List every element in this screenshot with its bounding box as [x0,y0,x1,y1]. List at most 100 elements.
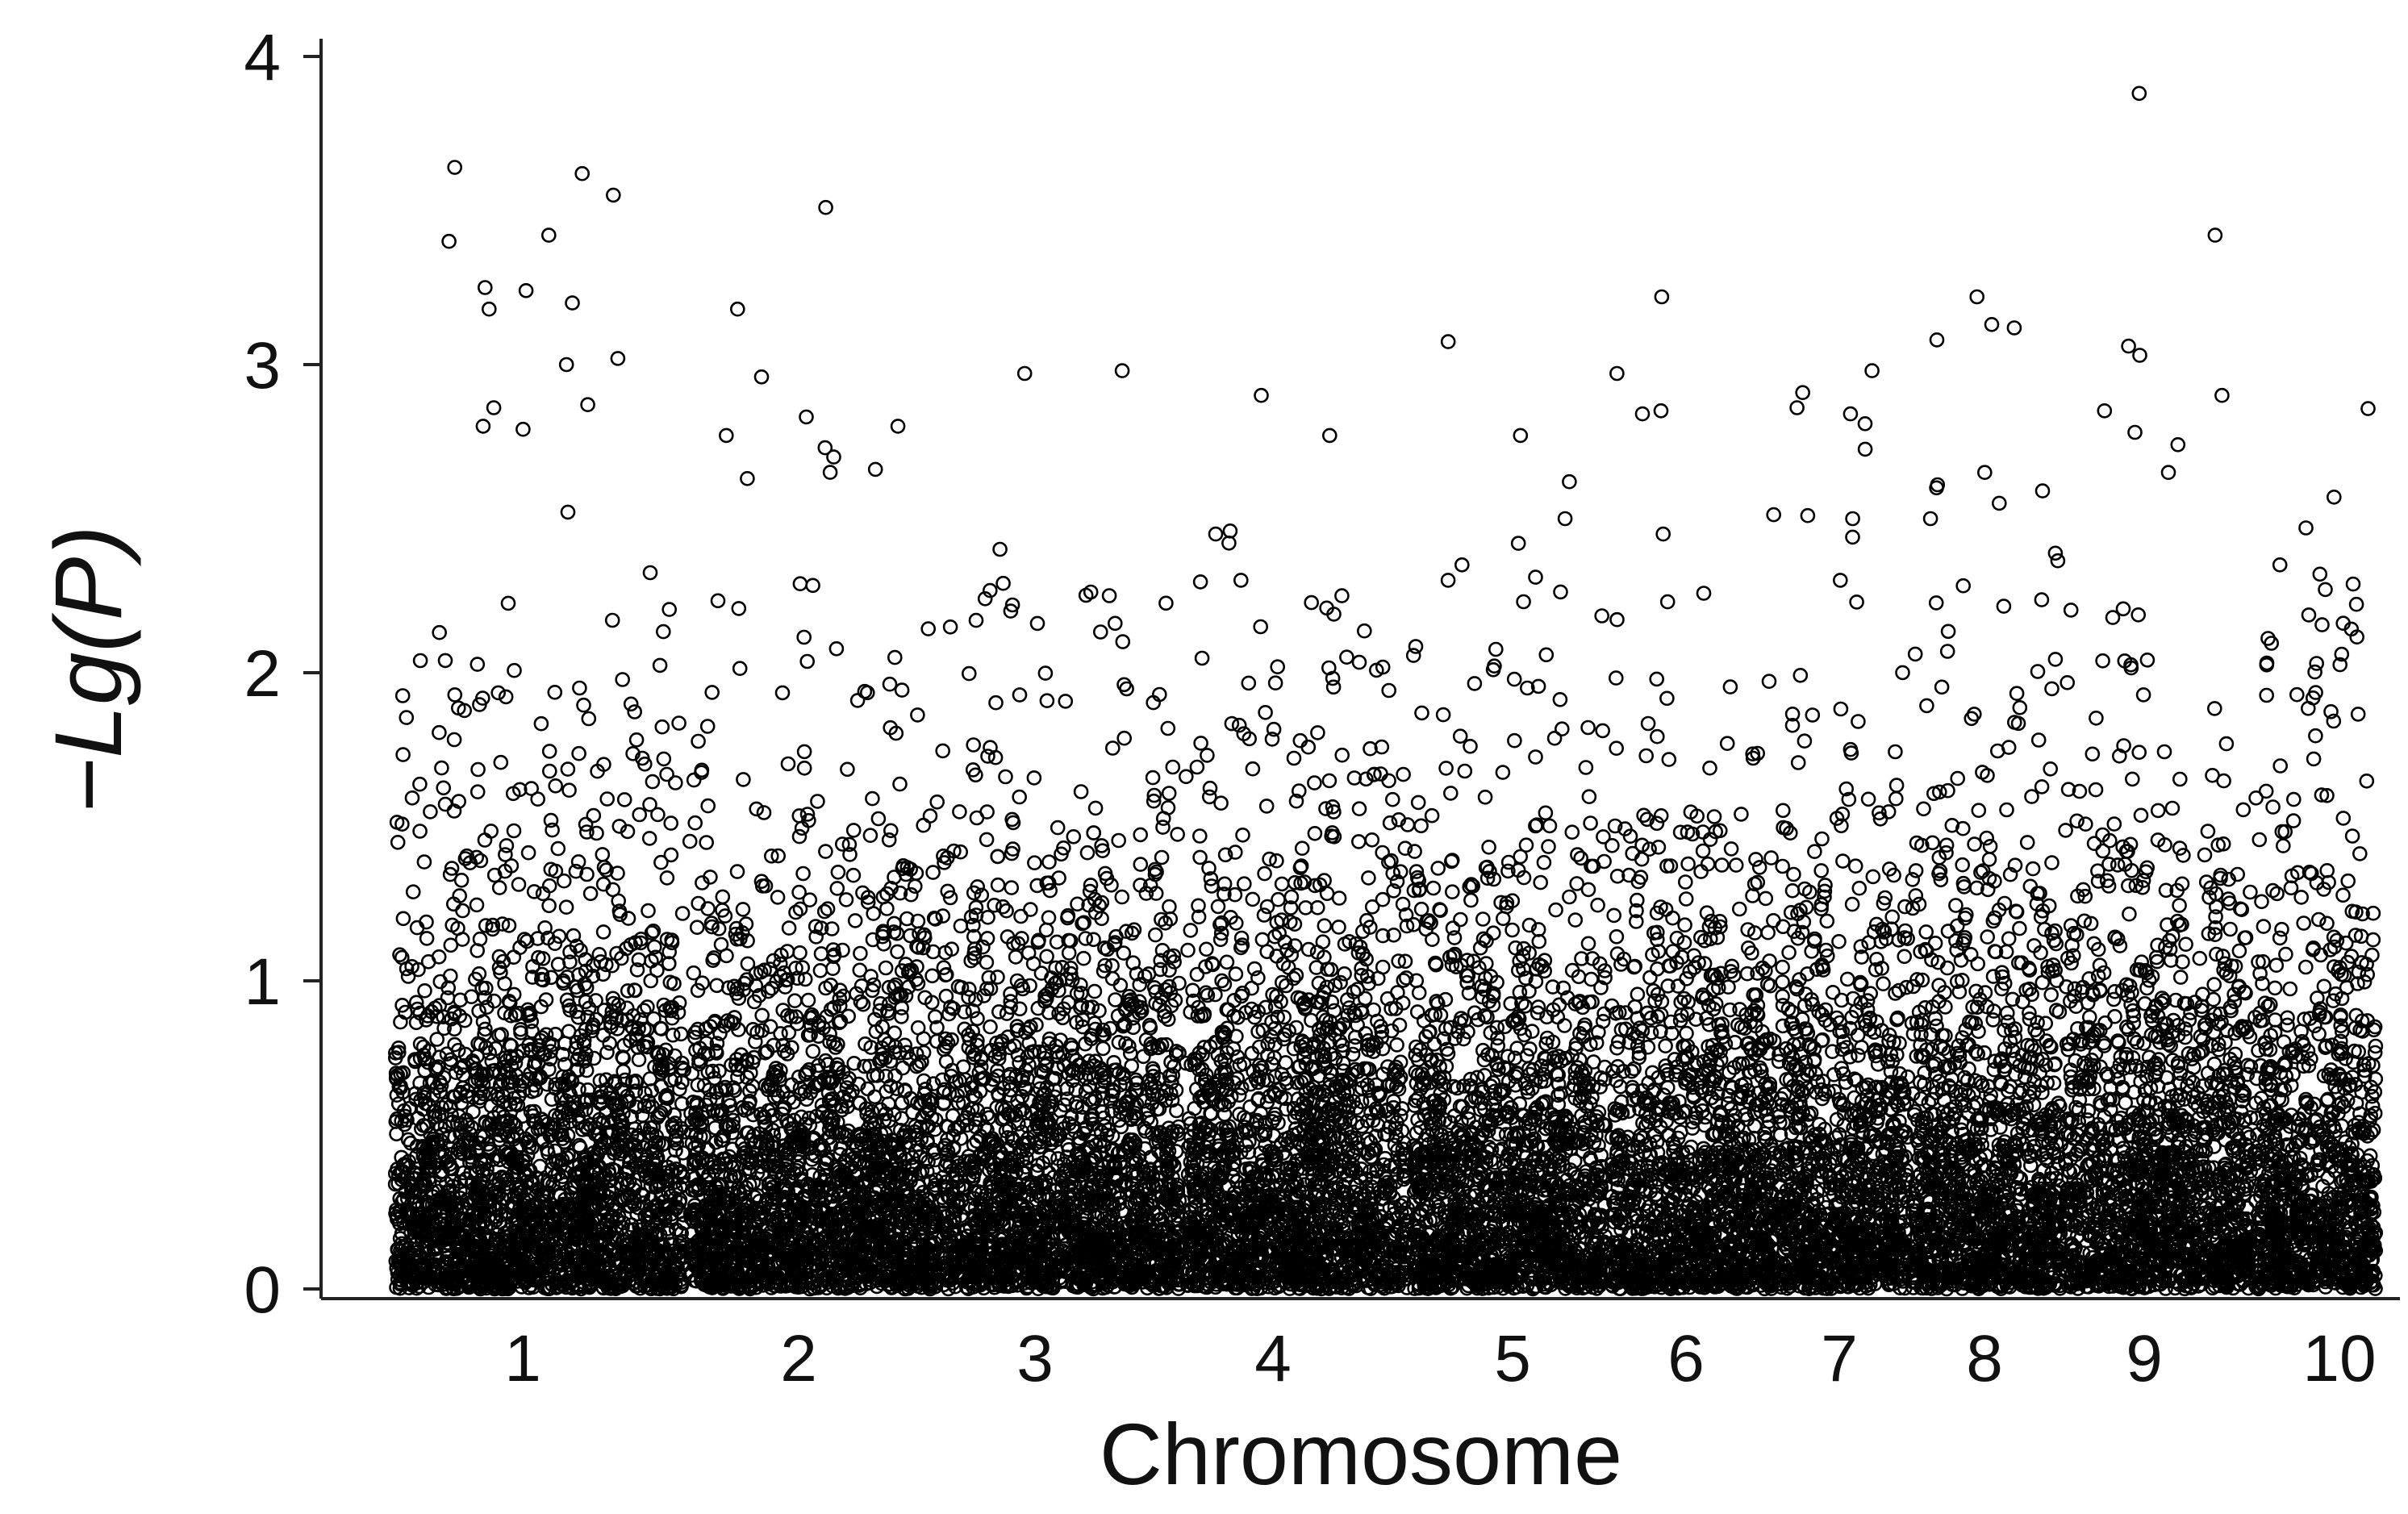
data-point [671,715,687,731]
data-point [455,903,470,919]
data-point [812,963,828,978]
data-point [845,867,862,883]
data-point [436,780,452,796]
data-point [526,884,542,899]
data-point [646,1011,661,1027]
data-point [882,676,898,692]
data-point [687,815,703,831]
data-point [894,1111,910,1126]
data-point [661,602,678,617]
data-point [663,847,679,863]
data-point [471,1217,486,1232]
data-point [1093,624,1108,640]
data-point [700,798,716,814]
data-point [830,865,846,880]
data-point [632,807,648,823]
data-point [847,913,863,928]
data-point [792,576,808,592]
data-point [560,761,576,777]
data-point [405,884,421,899]
data-point [599,1045,615,1061]
data-point [1041,910,1057,925]
data-point [780,756,796,772]
data-point [787,993,803,1008]
data-point [825,961,841,976]
data-point [627,704,643,719]
data-point [838,892,854,907]
data-point [890,944,905,960]
data-point [749,801,765,817]
data-point [574,1122,591,1137]
data-point [822,465,838,480]
data-point [709,978,724,994]
data-point [640,999,655,1015]
data-point [862,828,878,843]
data-point [665,1028,681,1043]
data-point [541,763,557,779]
data-point [604,957,620,974]
data-point [805,578,820,594]
data-point [556,873,572,889]
data-point [916,817,931,833]
data-point [443,937,459,953]
data-point [503,858,520,874]
data-point [412,653,428,669]
data-point [820,901,836,916]
data-point [870,811,887,827]
data-point [684,1066,700,1082]
data-point [483,824,499,839]
data-point [653,854,669,870]
data-point [686,965,702,981]
data-point [1008,949,1024,965]
data-point [561,1024,577,1039]
data-point [490,1028,507,1043]
data-point [615,672,631,687]
data-point [894,682,910,698]
data-point [576,697,591,713]
data-point [642,797,657,812]
data-point [881,832,897,848]
data-point [655,624,671,640]
data-point [400,969,416,984]
data-point [617,1072,633,1088]
data-point [432,624,448,640]
data-point [629,962,645,978]
data-point [457,851,474,866]
data-point [474,690,490,706]
data-point [910,1020,926,1036]
data-point [641,903,656,919]
data-point [654,719,670,735]
data-point [754,1007,770,1024]
data-point [436,1020,452,1036]
data-point [623,696,639,712]
data-point [1087,983,1103,999]
data-point [792,945,808,961]
data-point [813,946,829,961]
data-point [659,870,675,886]
data-point [729,864,745,879]
data-point [642,565,658,581]
data-point [863,969,878,984]
data-point [675,1145,691,1161]
data-point [797,971,813,987]
data-point [534,966,550,982]
data-point [1016,365,1033,382]
data-point [920,621,936,636]
data-point [796,629,812,645]
data-point [571,745,586,761]
data-point [699,719,716,734]
data-point [1160,720,1176,736]
data-point [604,612,620,628]
data-point [887,649,903,665]
data-point [558,899,574,915]
data-point [645,774,661,790]
data-point [892,776,908,792]
data-point [894,1009,909,1024]
data-point [781,920,797,936]
data-point [736,772,751,787]
data-point [878,960,894,976]
data-point [663,815,679,831]
data-point [497,976,512,991]
data-point [416,1090,432,1105]
